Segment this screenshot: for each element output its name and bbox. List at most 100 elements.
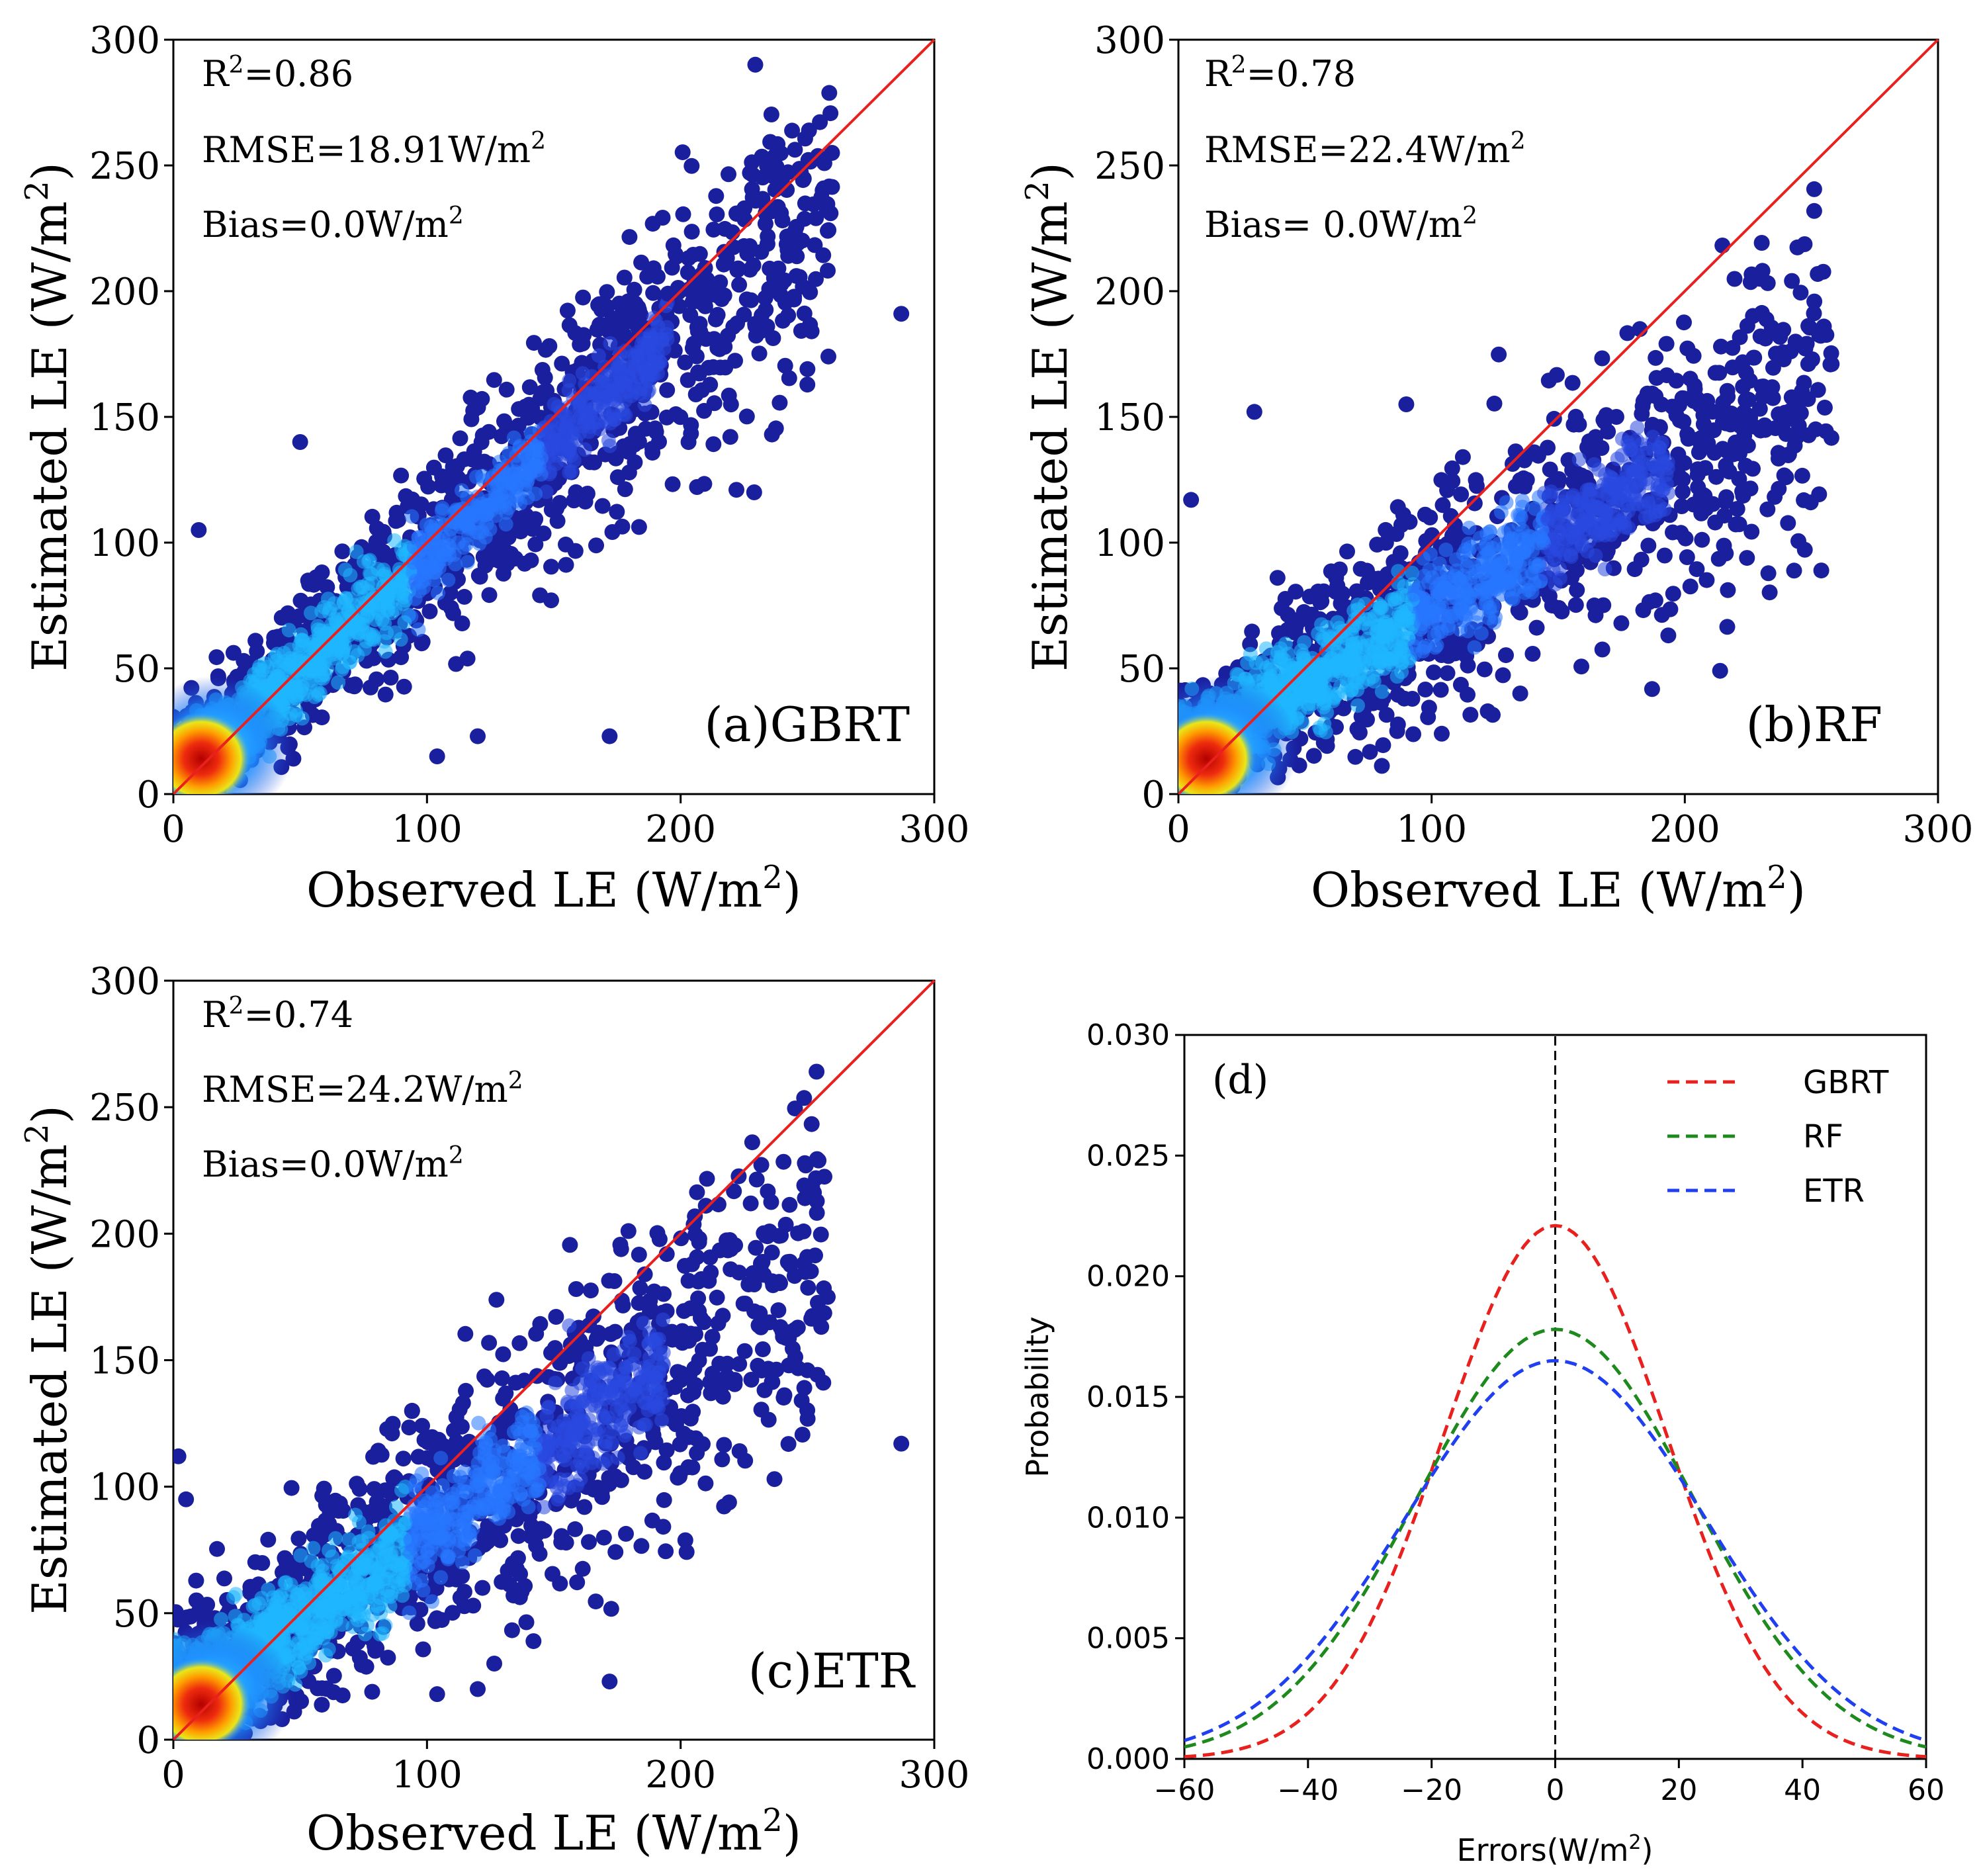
scatter-point-dense [501,500,516,515]
scatter-point [1711,365,1728,381]
scatter-point [626,436,642,453]
scatter-point [729,315,746,332]
scatter-point [566,492,582,509]
panel-a-one-to-one-line [172,38,936,795]
scatter-point [1714,441,1731,457]
scatter-point [744,167,761,183]
scatter-point [393,649,410,666]
scatter-point [1740,391,1757,408]
scatter-point [1466,495,1483,512]
scatter-point [1633,551,1650,568]
scatter-point-dense [359,602,375,617]
scatter-point-dense [393,632,408,647]
scatter-point [742,238,758,254]
scatter-point-dense [660,320,674,335]
scatter-point-dense [632,350,646,365]
scatter-point [1676,314,1692,331]
scatter-point [373,543,390,559]
scatter-point [1439,665,1456,682]
scatter-point [1551,600,1567,616]
panel-a-stat-rmse: RMSE=18.91W/m2 [202,128,546,171]
scatter-point [683,417,699,433]
scatter-point [797,195,813,212]
scatter-point-dense [516,443,531,459]
scatter-point [781,370,797,386]
x-tick-label: 300 [899,808,970,851]
scatter-point [1742,480,1759,497]
scatter-point [1738,457,1754,474]
scatter-point-dense [330,642,345,657]
scatter-point [808,210,824,226]
scatter-point [1729,501,1745,517]
scatter-point [1653,607,1670,623]
scatter-point [1712,662,1728,679]
scatter-point [481,545,498,562]
scatter-point-dense [572,394,587,408]
scatter-point [777,357,793,374]
scatter-point-dense [578,442,593,457]
scatter-point [1468,478,1485,494]
y-tick-label: 0 [136,774,160,817]
scatter-point [1569,465,1585,482]
x-tick-label: 200 [645,808,716,851]
scatter-point-dense [547,425,562,440]
scatter-point [802,284,818,300]
scatter-point [549,500,565,517]
scatter-point [1739,550,1755,566]
scatter-point [774,212,791,229]
scatter-point-dense [528,443,543,458]
scatter-point [787,142,803,158]
scatter-point [1796,541,1813,558]
scatter-point-dense [528,486,543,502]
scatter-point-dense [637,397,652,412]
scatter-point [1731,470,1747,487]
scatter-point [1812,328,1829,344]
scatter-point-dense [504,476,519,491]
scatter-point-dense [281,623,296,638]
scatter-point [1426,664,1442,681]
scatter-point-dense [468,525,484,540]
scatter-point-dense [355,580,371,595]
scatter-point-dense [1548,577,1563,592]
scatter-outlier [893,306,910,322]
scatter-point [1806,305,1822,322]
scatter-point [1786,562,1802,579]
scatter-point [1698,572,1715,588]
scatter-point [1495,667,1511,684]
scatter-point [554,355,570,372]
scatter-point-dense [449,502,464,517]
scatter-point [1540,439,1556,456]
y-tick-label: 150 [89,396,160,439]
scatter-point [707,311,724,328]
scatter-point [292,592,309,609]
scatter-point [1796,236,1813,252]
panel-a-ylabel: Estimated LE (W/m2) [19,162,77,672]
scatter-point [588,537,604,554]
scatter-point [1673,498,1690,514]
scatter-point-dense [490,490,506,505]
scatter-point [1546,410,1562,427]
scatter-outlier [429,748,445,764]
scatter-point [393,467,410,484]
scatter-outlier [728,482,744,498]
scatter-point [236,652,252,669]
scatter-point [1358,562,1375,579]
scatter-point [1714,238,1731,253]
scatter-point [1648,349,1664,366]
scatter-point [1720,388,1736,405]
scatter-point [1679,549,1695,565]
scatter-point [764,203,780,220]
scatter-point [543,558,559,575]
scatter-point [1594,641,1610,658]
scatter-point [721,166,736,183]
scatter-point [525,335,542,351]
scatter-point-dense [377,616,392,631]
scatter-point-dense [623,360,638,375]
scatter-point-dense [648,313,663,328]
scatter-outlier [660,285,676,302]
scatter-point [558,536,574,553]
scatter-point [812,114,828,130]
scatter-point [1786,437,1803,454]
